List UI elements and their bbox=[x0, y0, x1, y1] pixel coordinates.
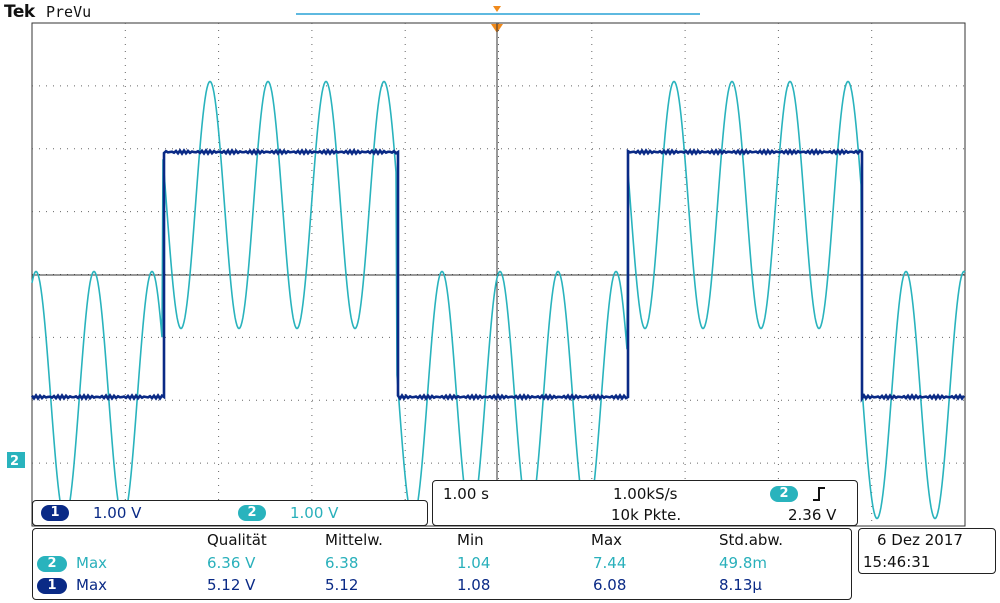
table-cell: 49.8m bbox=[719, 554, 768, 572]
sample-rate: 1.00kS/s bbox=[613, 485, 678, 503]
table-cell: 6.38 bbox=[325, 554, 359, 572]
trigger-position-marker bbox=[493, 6, 501, 12]
trigger-level: 2.36 V bbox=[788, 506, 837, 524]
table-cell: 5.12 bbox=[325, 576, 359, 594]
measurement-panel[interactable]: Qualität Mittelw. Min Max Std.abw. 2 Max… bbox=[32, 528, 852, 600]
table-cell: 6.08 bbox=[593, 576, 627, 594]
row-channel-badge: 2 bbox=[37, 556, 67, 572]
datetime-panel: 6 Dez 2017 15:46:31 bbox=[858, 528, 996, 574]
table-cell: 7.44 bbox=[593, 554, 627, 572]
channel-2-trace bbox=[31, 80, 966, 520]
row-channel-badge: 1 bbox=[37, 578, 67, 594]
time-per-division: 1.00 s bbox=[443, 485, 489, 503]
column-header: Mittelw. bbox=[325, 531, 383, 549]
channel-2-badge[interactable]: 2 bbox=[238, 505, 266, 521]
column-header: Std.abw. bbox=[719, 531, 784, 549]
row-label: Max bbox=[76, 554, 108, 572]
time-label: 15:46:31 bbox=[863, 553, 931, 571]
column-header: Max bbox=[591, 531, 623, 549]
column-header: Qualität bbox=[207, 531, 267, 549]
acquisition-mode-label: PreVu bbox=[46, 3, 92, 21]
channel-2-scale: 1.00 V bbox=[290, 504, 339, 522]
table-cell: 1.08 bbox=[457, 576, 491, 594]
record-length: 10k Pkte. bbox=[611, 506, 682, 524]
channel-scale-panel[interactable]: 1 1.00 V 2 1.00 V bbox=[32, 500, 428, 526]
row-label: Max bbox=[76, 576, 108, 594]
table-cell: 8.13μ bbox=[719, 576, 762, 594]
channel-2-ground-label: 2 bbox=[10, 454, 19, 469]
date-label: 6 Dez 2017 bbox=[877, 531, 963, 549]
table-cell: 5.12 V bbox=[207, 576, 256, 594]
brand-logo: Tek bbox=[4, 2, 35, 22]
channel-1-scale: 1.00 V bbox=[93, 504, 142, 522]
rising-edge-icon bbox=[813, 487, 825, 501]
trigger-source-badge[interactable]: 2 bbox=[770, 486, 798, 502]
channel-2-ground-marker bbox=[7, 452, 25, 468]
table-cell: 1.04 bbox=[457, 554, 491, 572]
channel-1-trace bbox=[30, 148, 966, 403]
column-header: Min bbox=[457, 531, 484, 549]
channel-1-badge[interactable]: 1 bbox=[41, 505, 69, 521]
timebase-panel[interactable]: 1.00 s 1.00kS/s 2 10k Pkte. 2.36 V bbox=[432, 480, 858, 526]
table-cell: 6.36 V bbox=[207, 554, 256, 572]
